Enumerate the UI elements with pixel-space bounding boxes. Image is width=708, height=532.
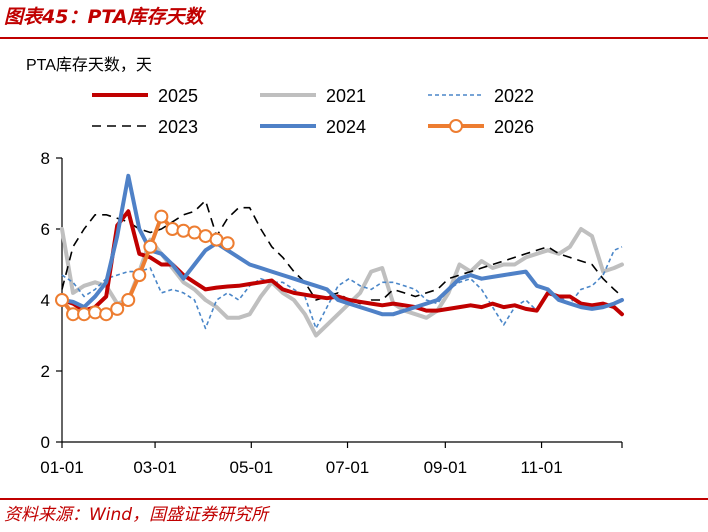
series-line-2022 <box>61 246 623 330</box>
series-2022 <box>61 246 623 330</box>
point-2026-0 <box>55 293 69 307</box>
x-tick-label-4: 09-01 <box>424 458 467 477</box>
x-tick-label-0: 01-01 <box>40 458 83 477</box>
point-2026-2 <box>77 307 92 322</box>
x-tick-label-3: 07-01 <box>326 458 369 477</box>
legend-entry-2023: 2023 <box>92 117 198 137</box>
point-2026-15 <box>220 236 235 251</box>
point-2026-7 <box>132 268 147 283</box>
legend-entry-2022: 2022 <box>428 86 534 106</box>
y-tick-label-4: 8 <box>41 149 50 168</box>
series-2024 <box>60 173 624 317</box>
legend-entry-2021: 2021 <box>260 86 366 106</box>
legend-marker-2026 <box>449 119 463 133</box>
source-divider <box>0 498 708 500</box>
series-line-2024 <box>60 173 624 317</box>
series-layer <box>55 173 624 338</box>
legend-label-2026: 2026 <box>494 117 534 137</box>
figure-title: 图表45：PTA库存天数 <box>4 6 204 28</box>
y-tick-label-3: 6 <box>41 220 50 239</box>
point-2026-6 <box>121 293 136 307</box>
x-tick-label-5: 11-01 <box>520 458 562 477</box>
legend-entry-2026: 2026 <box>428 117 534 137</box>
point-2026-10 <box>165 222 180 236</box>
legend-label-2024: 2024 <box>326 117 366 137</box>
series-2026 <box>55 209 235 322</box>
point-2026-4 <box>99 307 114 322</box>
pta-inventory-chart: PTA库存天数，天 2025 2021 2022 2023 2024 2026 0 2 4 6 8… <box>26 56 624 477</box>
legend-label-2021: 2021 <box>326 86 366 106</box>
point-2026-8 <box>143 239 158 254</box>
series-2025 <box>60 209 624 317</box>
series-line-2025 <box>60 209 624 317</box>
y-tick-label-1: 2 <box>41 362 50 381</box>
legend-entry-2025: 2025 <box>92 86 198 106</box>
point-2026-9 <box>154 209 169 224</box>
y-axis-label: PTA库存天数，天 <box>26 56 152 74</box>
x-tick-label-1: 03-01 <box>133 458 176 477</box>
legend: 2025 2021 2022 2023 2024 2026 <box>92 86 534 137</box>
title-divider <box>0 37 708 39</box>
x-axis: 01-01 03-01 05-01 07-01 09-01 11-01 <box>40 441 623 477</box>
y-tick-label-2: 4 <box>41 291 50 310</box>
legend-label-2022: 2022 <box>494 86 534 106</box>
point-2026-5 <box>110 301 125 316</box>
legend-label-2025: 2025 <box>158 86 198 106</box>
x-tick-label-2: 05-01 <box>230 458 273 477</box>
point-2026-3 <box>88 305 103 320</box>
point-2026-11 <box>176 223 191 238</box>
legend-label-2023: 2023 <box>158 117 198 137</box>
y-tick-label-0: 0 <box>41 433 50 452</box>
source-note: 资料来源：Wind，国盛证券研究所 <box>4 505 269 525</box>
legend-entry-2024: 2024 <box>260 117 366 137</box>
